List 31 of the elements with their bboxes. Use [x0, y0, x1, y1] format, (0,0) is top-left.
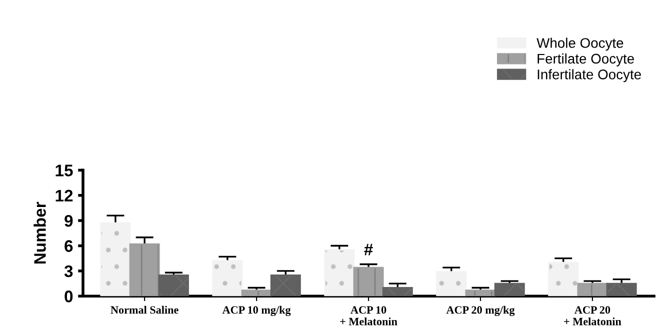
- y-tick-label: 6: [64, 240, 73, 252]
- x-tick-label: ACP 10 mg/kg: [222, 306, 291, 316]
- x-tick-label: ACP 10 + Melatonin: [340, 306, 398, 326]
- bar: [324, 249, 355, 296]
- bar: [606, 282, 637, 296]
- bar: [158, 274, 189, 296]
- bar: [241, 290, 272, 296]
- legend-label: Whole Oocyte: [536, 38, 624, 51]
- bar: [382, 287, 413, 296]
- y-tick-label: 3: [64, 265, 73, 278]
- bar: [270, 274, 301, 296]
- bar: [436, 271, 467, 296]
- bar: [212, 260, 243, 296]
- y-tick-label: 9: [64, 214, 73, 227]
- x-tick-label: ACP 20 + Melatonin: [564, 306, 622, 326]
- legend-label: Infertilate Oocyte: [538, 69, 641, 82]
- bar: [465, 290, 496, 296]
- annotation: #: [364, 244, 373, 256]
- y-tick-label: 12: [56, 190, 73, 202]
- y-axis-title: Number: [34, 202, 46, 264]
- x-tick-label: Normal Saline: [110, 306, 178, 314]
- bar: [100, 222, 131, 296]
- legend-label: Fertilate Oocyte: [538, 53, 634, 66]
- y-tick-label: 15: [56, 164, 73, 176]
- bar: [353, 266, 384, 296]
- bar: [494, 282, 525, 296]
- bar: [548, 262, 579, 296]
- bar: [577, 282, 608, 296]
- x-tick-label: ACP 20 mg/kg: [446, 306, 515, 316]
- bar: [129, 243, 160, 296]
- y-tick-label: 0: [64, 290, 73, 302]
